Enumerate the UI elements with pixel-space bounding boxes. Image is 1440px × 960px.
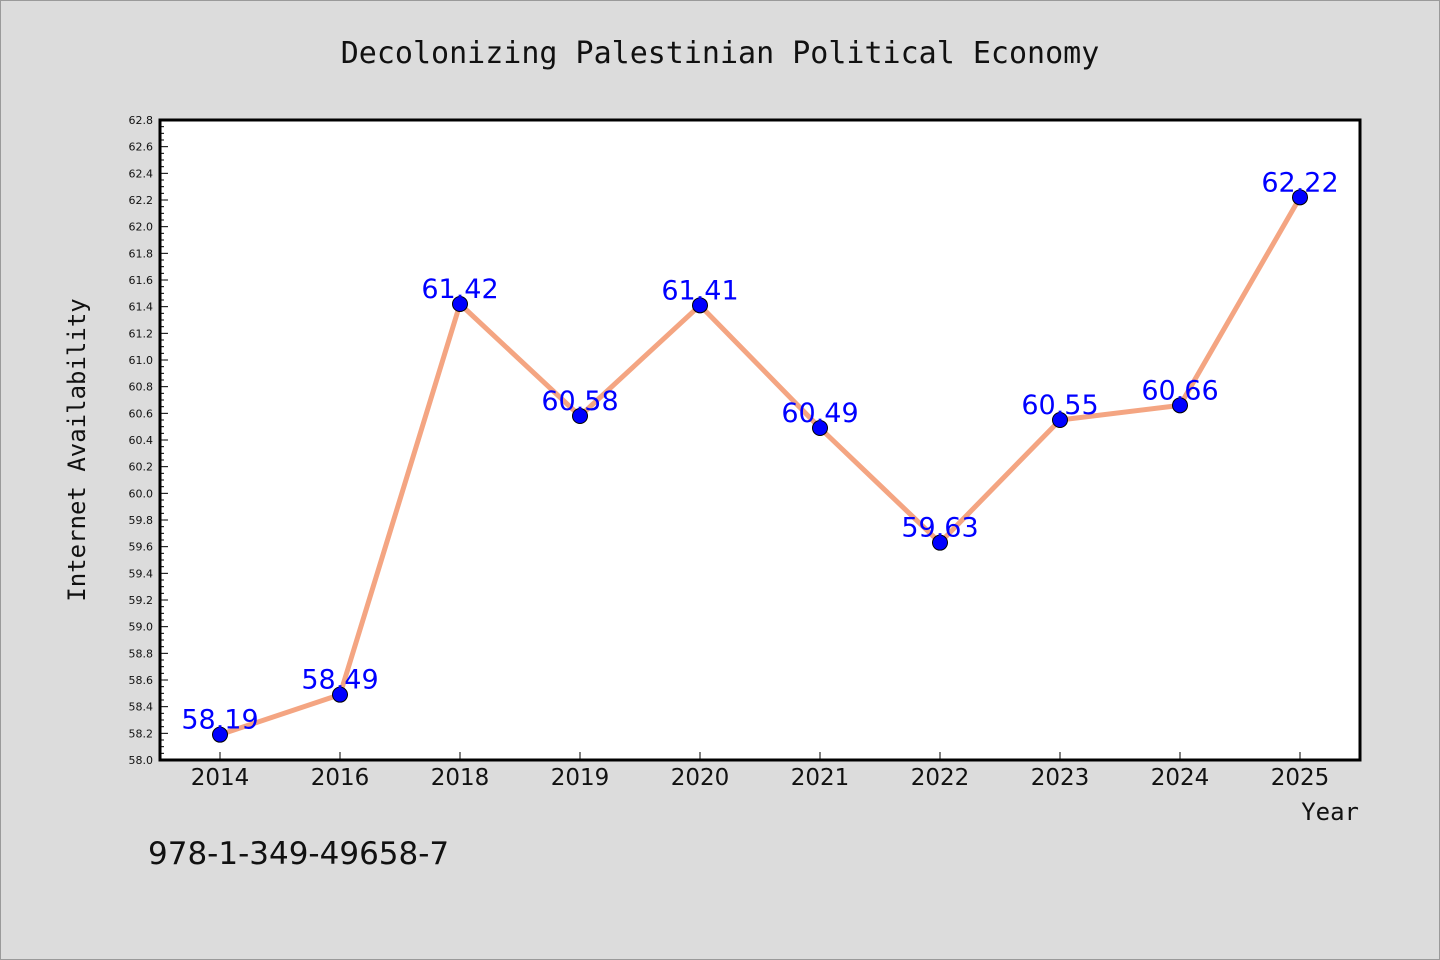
y-tick-label: 60.0 <box>129 487 154 500</box>
x-tick-label: 2023 <box>1031 765 1090 791</box>
chart-title: Decolonizing Palestinian Political Econo… <box>341 36 1100 71</box>
y-tick-label: 60.8 <box>129 381 154 394</box>
data-label: 58.19 <box>181 705 258 736</box>
y-tick-label: 61.8 <box>129 247 154 260</box>
data-label: 60.66 <box>1141 375 1218 406</box>
data-label: 60.49 <box>781 398 858 429</box>
y-tick-label: 60.2 <box>129 461 154 474</box>
data-point <box>1292 189 1308 206</box>
data-point <box>1172 397 1188 414</box>
x-tick-label: 2014 <box>191 765 250 791</box>
plot-area <box>158 118 1362 762</box>
data-label: 61.41 <box>661 275 738 306</box>
y-tick-label: 62.4 <box>129 167 154 180</box>
data-point <box>572 408 588 424</box>
y-axis-label: Internet Availability <box>63 298 91 601</box>
data-label: 61.42 <box>421 274 498 305</box>
data-point <box>452 296 468 312</box>
y-tick-label: 58.0 <box>129 754 154 767</box>
x-tick-label: 2018 <box>431 765 490 791</box>
data-label: 59.63 <box>901 513 978 544</box>
x-tick-label: 2025 <box>1271 765 1330 791</box>
data-point <box>692 297 708 314</box>
data-label: 60.55 <box>1021 390 1098 421</box>
x-tick-label: 2016 <box>311 765 370 791</box>
x-tick-label: 2019 <box>551 765 610 791</box>
data-point <box>932 534 948 551</box>
data-point <box>332 686 348 703</box>
y-axis: 58.0 58.2 58.4 58.6 58.8 59.0 59.2 59.4 59.6 59.8… <box>129 114 168 767</box>
data-point <box>1052 412 1068 428</box>
y-tick-label: 62.8 <box>129 114 154 127</box>
isbn-text: 978-1-349-49658-7 <box>148 836 449 872</box>
y-tick-label: 60.4 <box>129 434 154 447</box>
y-tick-label: 59.8 <box>129 514 154 527</box>
y-tick-label: 62.6 <box>129 141 154 154</box>
data-point <box>812 420 828 436</box>
y-tick-label: 62.0 <box>129 221 154 234</box>
data-point <box>212 726 228 743</box>
y-tick-label: 62.2 <box>129 194 154 207</box>
y-tick-label: 59.6 <box>129 541 154 554</box>
y-tick-label: 61.2 <box>129 327 154 340</box>
data-label: 58.49 <box>301 665 378 696</box>
x-axis-label: Year <box>1301 798 1359 826</box>
y-tick-label: 61.6 <box>129 274 154 287</box>
x-tick-label: 2022 <box>911 765 970 791</box>
y-tick-label: 61.0 <box>129 354 154 367</box>
y-tick-label: 58.8 <box>129 647 154 660</box>
x-tick-label: 2021 <box>791 765 850 791</box>
x-tick-label: 2020 <box>671 765 730 791</box>
x-axis: 2014 2016 2018 2019 2020 2021 2022 2023 2024 2025 <box>191 752 1330 791</box>
series-line <box>219 196 1303 738</box>
y-tick-label: 59.2 <box>129 594 154 607</box>
data-label: 60.58 <box>541 386 618 417</box>
y-tick-label: 59.0 <box>129 621 154 634</box>
series-layer: 58.19 58.49 61.42 60.58 61.41 60.49 59.63 60.55… <box>181 167 1339 743</box>
y-tick-label: 58.6 <box>129 674 154 687</box>
y-tick-label: 59.4 <box>129 567 154 580</box>
x-tick-label: 2024 <box>1151 765 1210 791</box>
data-label: 62.22 <box>1261 167 1338 198</box>
y-tick-label: 61.4 <box>129 301 154 314</box>
y-tick-label: 58.4 <box>129 701 154 714</box>
y-tick-label: 58.2 <box>129 727 154 740</box>
y-tick-label: 60.6 <box>129 407 154 420</box>
